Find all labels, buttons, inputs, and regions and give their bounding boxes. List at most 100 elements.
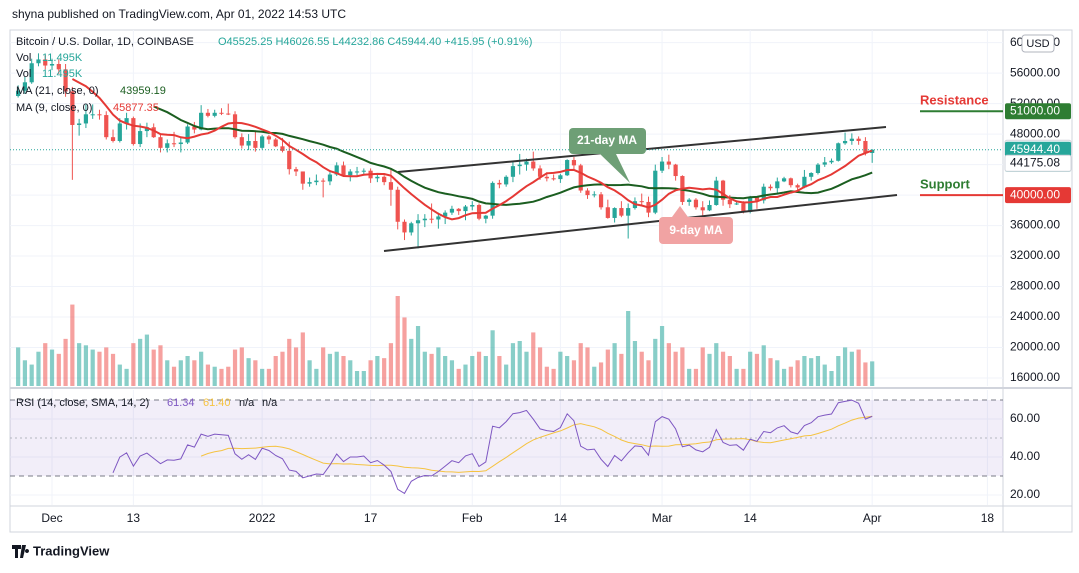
volume-bar (232, 349, 238, 386)
candle-body (551, 178, 556, 180)
candle-body (300, 171, 305, 184)
volume-bar (219, 368, 224, 386)
candle-body (856, 138, 861, 141)
volume-bar (138, 338, 143, 386)
volume-bar (456, 368, 461, 386)
volume (16, 296, 875, 386)
x-tick-label: 13 (127, 511, 141, 525)
candle-body (558, 175, 563, 180)
volume-bar (77, 343, 82, 386)
volume-bar (293, 347, 299, 386)
volume-bar (239, 347, 244, 386)
volume-bar (754, 353, 760, 386)
volume-bar (388, 343, 394, 386)
ohlc: O45525.25 H46026.55 L44232.86 C45944.40 … (218, 36, 532, 48)
volume-bar (280, 351, 285, 386)
candle-body (16, 90, 21, 97)
candle-body (341, 165, 346, 176)
callout-box (659, 217, 733, 244)
callout-pointer (600, 154, 630, 183)
candle-body (124, 118, 129, 124)
volume-bar (531, 332, 536, 386)
price-badge (1004, 154, 1072, 172)
volume-bar (497, 356, 502, 386)
volume-bar (524, 351, 529, 386)
volume-bar (551, 368, 556, 386)
x-tick-label: 18 (981, 511, 995, 525)
publisher: shyna published on TradingView.com, Apr … (12, 7, 346, 21)
volume-bar (836, 356, 841, 386)
volume-bar (395, 296, 400, 386)
callout-9: 9-day MA (659, 206, 733, 244)
volume-bar (544, 366, 549, 386)
volume-bar (809, 358, 814, 386)
candle-body (578, 165, 583, 191)
volume-bar (415, 326, 421, 386)
volume-bar (348, 360, 353, 386)
volume-bar (307, 360, 312, 386)
volume-bar (673, 351, 678, 386)
candle-body (422, 218, 427, 221)
x-tick-label: Mar (652, 511, 673, 525)
candle-body (781, 178, 787, 182)
candle-body (97, 114, 102, 116)
y-tick-label: 36000.00 (1010, 218, 1060, 232)
candle-body (63, 69, 68, 92)
volume-bar (354, 371, 360, 386)
volume-bar (287, 338, 292, 386)
ma-line (153, 105, 873, 206)
volume-bar (124, 368, 129, 386)
candle-body (307, 182, 312, 184)
volume-bar (273, 356, 278, 386)
volume-bar (260, 368, 265, 386)
candle-body (293, 169, 299, 172)
volume-bar (117, 364, 122, 386)
volume-bar (470, 356, 475, 386)
candle-body (598, 194, 604, 208)
candle-body (409, 223, 414, 233)
volume-bar (63, 338, 68, 386)
volume-bar (199, 351, 204, 386)
volume-bar (768, 358, 773, 386)
volume-bar (409, 338, 414, 386)
volume-bar (815, 356, 821, 386)
candle-body (504, 176, 509, 185)
volume-bar (822, 364, 827, 386)
candle-body (531, 161, 536, 169)
annotation: 9-day MA (669, 223, 723, 237)
candle-body (687, 199, 692, 202)
volume-bar (185, 356, 190, 386)
x-tick-label: Feb (462, 511, 483, 525)
volume-bar (863, 362, 868, 386)
rsi-tick-label: 20.00 (1010, 487, 1040, 501)
volume-bar (171, 366, 177, 386)
volume-bar (49, 349, 55, 386)
volume-bar (504, 364, 509, 386)
volume-bar (253, 360, 258, 386)
ma-name: MA (9, close, 0) (16, 102, 92, 114)
candle-body (219, 112, 224, 114)
candle-body (110, 137, 116, 141)
candle-body (327, 174, 333, 182)
volume-bar (178, 360, 183, 386)
candle-body (639, 201, 644, 203)
callout-box (569, 128, 646, 154)
volume-bar (842, 347, 848, 386)
candle-body (246, 140, 251, 146)
candle-body (334, 165, 339, 175)
volume-bar (585, 347, 590, 386)
candle-body (815, 164, 821, 173)
candle-body (314, 180, 319, 183)
rsi-line (112, 399, 873, 495)
candle-body (361, 170, 366, 172)
volume-bar (693, 368, 699, 386)
volume-bar (443, 356, 448, 386)
volume-bar (436, 347, 441, 386)
volume-bar (422, 351, 427, 386)
candle-body (151, 127, 156, 138)
level-badge (1005, 187, 1071, 204)
candle-body (449, 208, 455, 213)
candle-body (158, 137, 163, 148)
volume-bar (639, 351, 644, 386)
